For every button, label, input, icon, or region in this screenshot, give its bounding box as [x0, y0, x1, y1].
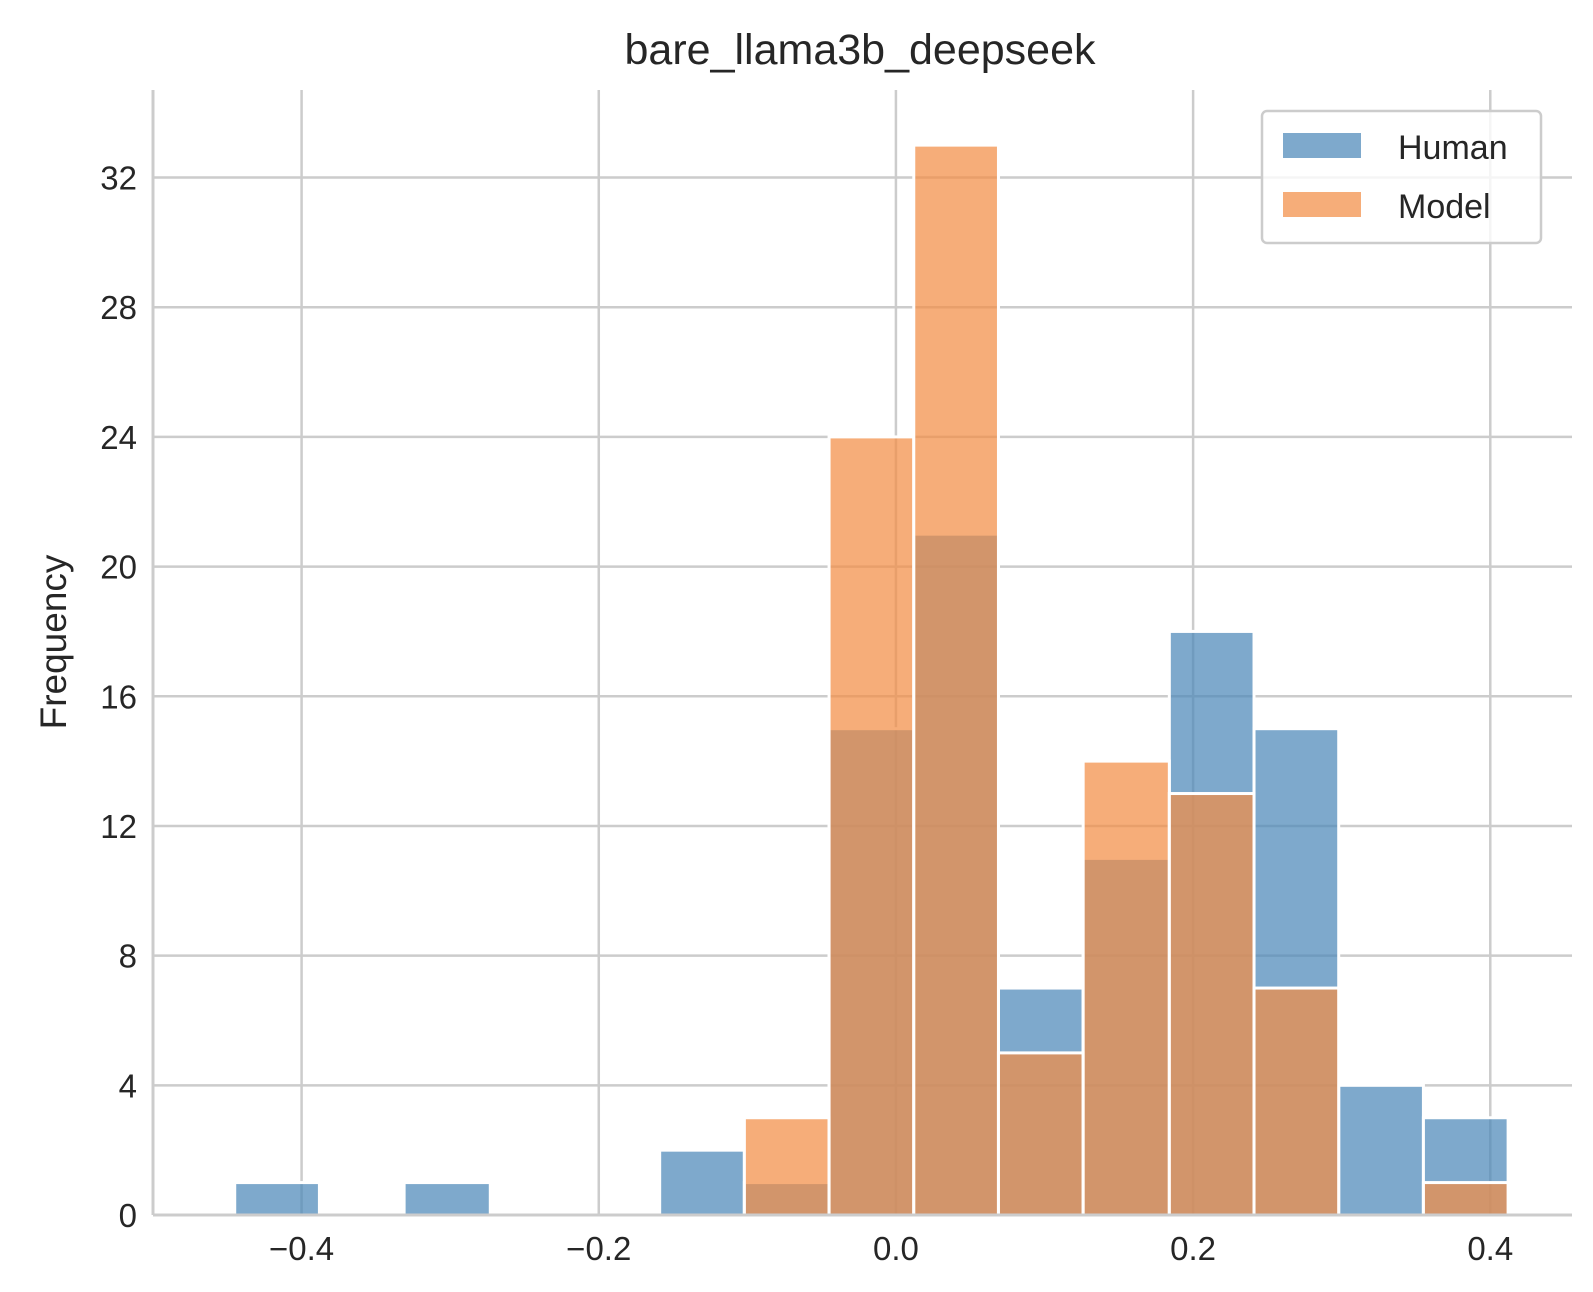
bar-model — [742, 1116, 831, 1217]
bar-model — [827, 435, 916, 1217]
y-tick-label: 8 — [119, 938, 137, 975]
tick-labels: 0 4 8 12 16 20 24 28 32 −0.4 −0.2 0.0 0.2 0.4 — [100, 160, 1513, 1267]
axes — [151, 90, 1572, 1217]
bar-model — [1167, 792, 1256, 1217]
bar-human — [1337, 1083, 1425, 1217]
bar-model — [1081, 759, 1171, 1217]
bars — [233, 143, 1510, 1217]
legend: Human Model — [1260, 109, 1543, 245]
x-tick-label: 0.2 — [1170, 1230, 1216, 1267]
y-tick-label: 28 — [100, 289, 137, 326]
y-tick-label: 4 — [119, 1067, 137, 1104]
bar-model — [912, 143, 1000, 1217]
chart-title: bare_llama3b_deepseek — [625, 26, 1096, 74]
legend-swatch-human — [1283, 133, 1361, 158]
x-tick-label: −0.2 — [566, 1230, 631, 1267]
bar-model — [1421, 1181, 1510, 1217]
y-tick-label: 24 — [100, 419, 137, 456]
y-tick-label: 20 — [100, 549, 137, 586]
bar-human — [402, 1181, 492, 1217]
bar-human — [658, 1148, 746, 1217]
legend-label-model: Model — [1398, 188, 1491, 226]
bar-model — [1252, 986, 1341, 1217]
y-tick-label: 12 — [100, 808, 137, 845]
y-tick-label: 32 — [100, 160, 137, 197]
x-tick-label: 0.0 — [873, 1230, 919, 1267]
x-tick-label: 0.4 — [1467, 1230, 1513, 1267]
y-tick-label: 0 — [119, 1197, 137, 1234]
bar-human — [233, 1181, 321, 1217]
y-axis-label: Frequency — [33, 554, 74, 729]
y-tick-label: 16 — [100, 678, 137, 715]
bar-model — [996, 1051, 1085, 1217]
legend-label-human: Human — [1398, 129, 1508, 167]
x-tick-label: −0.4 — [269, 1230, 334, 1267]
legend-swatch-model — [1283, 192, 1361, 217]
